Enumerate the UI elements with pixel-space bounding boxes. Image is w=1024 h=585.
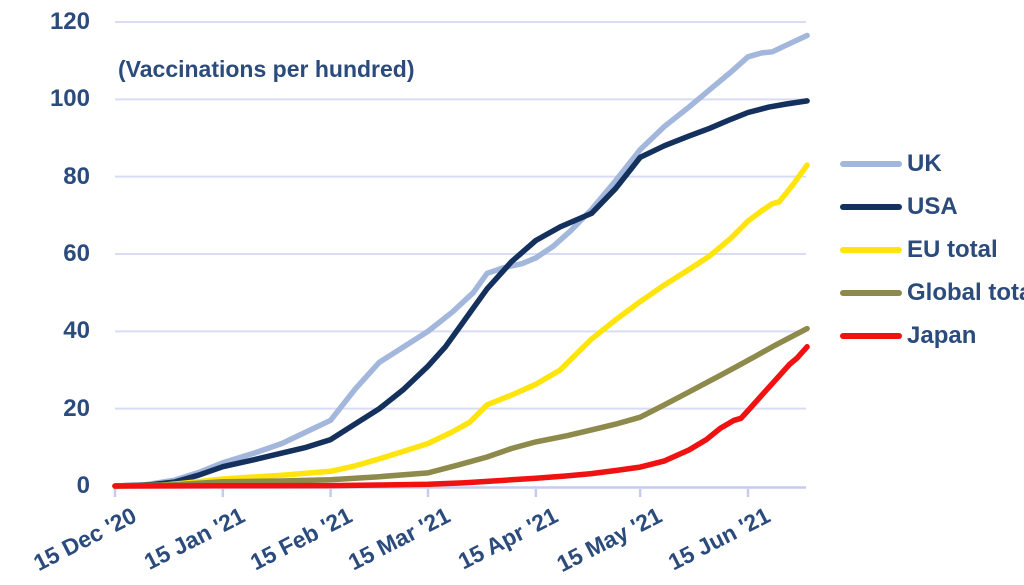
series-line-japan <box>112 344 810 489</box>
series-line-usa <box>112 98 810 489</box>
y-tick-label: 20 <box>63 394 90 422</box>
legend-label: UK <box>907 150 942 177</box>
y-tick-label: 100 <box>49 85 90 113</box>
y-tick-label: 80 <box>63 162 90 190</box>
legend-swatch <box>840 161 902 167</box>
legend-item-japan: Japan <box>840 322 1024 349</box>
legend-label: EU total <box>907 236 998 263</box>
y-tick-label: 60 <box>63 240 90 267</box>
legend-item-usa: USA <box>840 193 1024 220</box>
legend-swatch <box>840 247 902 253</box>
y-tick-label: 0 <box>76 472 90 499</box>
y-tick-label: 120 <box>49 8 90 35</box>
series-line-eu-total <box>112 162 810 489</box>
legend-item-uk: UK <box>840 150 1024 177</box>
series-line-global-total <box>112 325 810 489</box>
chart-annotation: (Vaccinations per hundred) <box>118 56 415 82</box>
legend-swatch <box>840 333 902 339</box>
legend-item-eu-total: EU total <box>840 236 1024 263</box>
legend-swatch <box>840 290 902 296</box>
y-tick-label: 40 <box>63 317 90 345</box>
chart-legend: UK USA EU total Global total Japan <box>840 150 1024 367</box>
legend-label: Global total <box>907 279 1024 306</box>
legend-swatch <box>840 204 902 210</box>
legend-item-global-total: Global total <box>840 279 1024 306</box>
legend-label: Japan <box>907 322 977 349</box>
legend-label: USA <box>907 193 958 220</box>
